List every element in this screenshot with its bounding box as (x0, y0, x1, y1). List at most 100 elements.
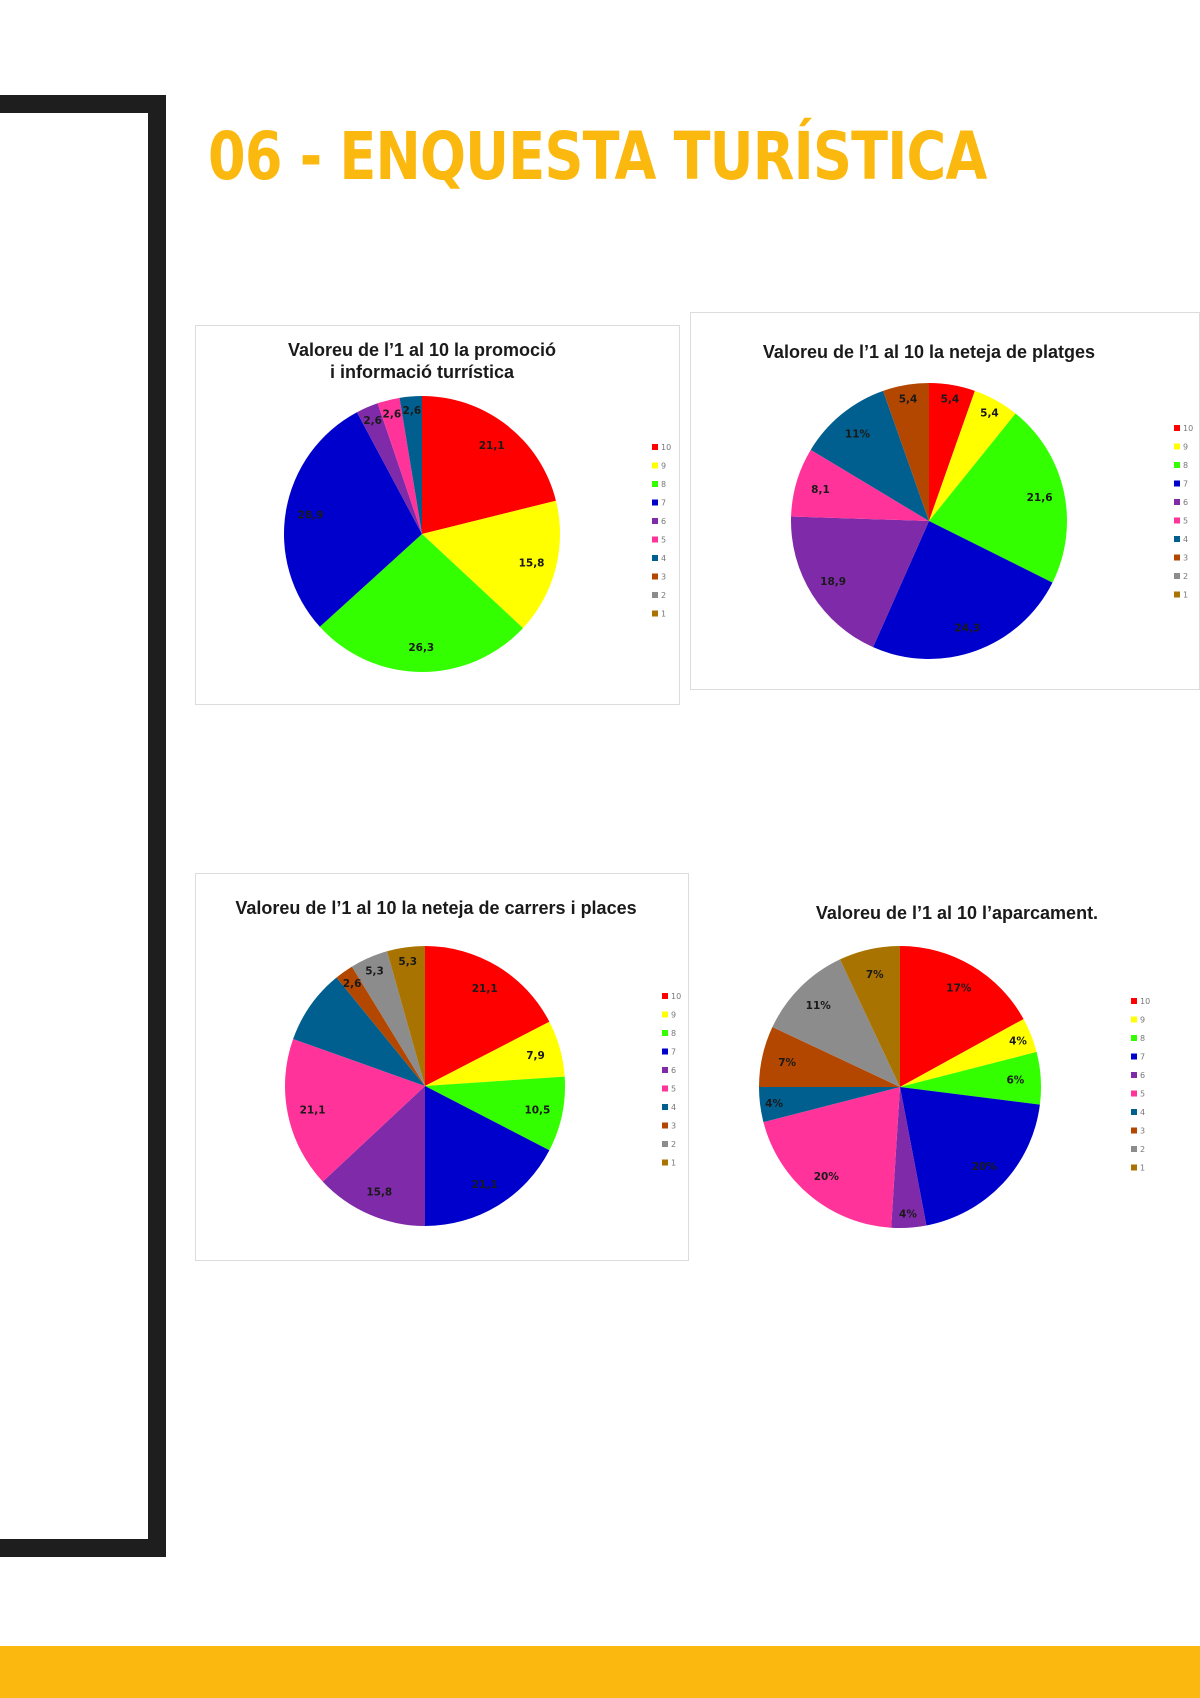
legend-swatch (662, 993, 668, 999)
legend-swatch (1174, 517, 1180, 524)
legend-label: 1 (1183, 591, 1188, 600)
legend-label: 10 (661, 443, 671, 452)
legend-swatch (1131, 1016, 1137, 1023)
legend-swatch (1131, 998, 1137, 1004)
legend-swatch (662, 1030, 668, 1036)
pie-data-label: 5,3 (398, 956, 417, 968)
pie-data-label: 26,3 (408, 642, 434, 654)
pie-data-label: 21,1 (472, 1179, 498, 1191)
pie-slice-5 (791, 449, 929, 521)
legend-swatch (652, 555, 658, 561)
pie-slice-9 (929, 390, 1016, 521)
legend-label: 3 (1140, 1127, 1145, 1136)
legend-label: 6 (1140, 1071, 1145, 1080)
pie-chart-svg: Valoreu de l’1 al 10 la neteja de carrer… (235, 898, 681, 1226)
legend-label: 4 (661, 554, 666, 563)
legend-label: 3 (1183, 554, 1188, 563)
legend-label: 7 (671, 1048, 676, 1057)
pie-data-label: 2,6 (383, 409, 402, 421)
pie-slice-9 (900, 1019, 1037, 1087)
legend-swatch (662, 1067, 668, 1073)
pie-slice-8 (900, 1051, 1042, 1105)
legend-swatch (1131, 1035, 1137, 1041)
pie-slice-2 (351, 951, 425, 1086)
legend-swatch (662, 1141, 668, 1147)
legend-label: 9 (661, 462, 666, 471)
legend-label: 1 (671, 1159, 676, 1168)
pie-data-label: 10,5 (524, 1104, 550, 1116)
chart-title: i informació turrística (330, 362, 515, 382)
pie-data-label: 5,4 (899, 394, 918, 406)
legend-swatch (1174, 536, 1180, 542)
pie-data-label: 2,6 (403, 405, 422, 417)
pie-slice-5 (285, 1039, 425, 1182)
legend-label: 1 (1140, 1164, 1145, 1173)
pie-data-label: 28,9 (298, 510, 324, 522)
pie-data-label: 20% (814, 1171, 840, 1183)
pie-data-label: 11% (806, 1000, 832, 1012)
pie-data-label: 21,1 (472, 983, 498, 995)
pie-data-label: 21,1 (300, 1104, 326, 1116)
legend-label: 2 (1140, 1145, 1145, 1154)
pie-slice-9 (425, 1021, 565, 1086)
pie-chart-aparcament: Valoreu de l’1 al 10 l’aparcament. 17% 4% 6… (745, 885, 1200, 1250)
legend-label: 1 (661, 610, 666, 619)
legend-label: 9 (1183, 443, 1188, 452)
legend-label: 7 (1140, 1053, 1145, 1062)
pie-chart-platges: Valoreu de l’1 al 10 la neteja de platge… (690, 312, 1200, 690)
pie-slice-6 (891, 1087, 927, 1228)
pie-slice-10 (929, 383, 975, 521)
pie-slice-7 (283, 412, 422, 627)
pie-slice-8 (929, 413, 1068, 583)
legend-label: 10 (1183, 424, 1193, 433)
pie-slice-5 (763, 1087, 900, 1228)
legend-swatch (1174, 480, 1180, 487)
pie-data-label: 17% (946, 982, 972, 994)
legend-swatch (1174, 573, 1180, 579)
legend-swatch (652, 518, 658, 524)
legend-label: 8 (1140, 1034, 1145, 1043)
legend-swatch (1131, 1109, 1137, 1115)
left-black-frame (0, 95, 166, 1557)
pie-slice-8 (319, 534, 523, 673)
legend-label: 8 (661, 480, 666, 489)
legend-label: 7 (1183, 480, 1188, 489)
pie-chart-carrers: Valoreu de l’1 al 10 la neteja de carrer… (195, 873, 689, 1261)
pie-slice-6 (356, 403, 422, 534)
legend-label: 6 (671, 1066, 676, 1075)
chart-title: Valoreu de l’1 al 10 la neteja de platge… (763, 342, 1095, 362)
pie-data-label: 7,9 (526, 1050, 545, 1062)
legend-swatch (652, 462, 658, 469)
legend-swatch (652, 481, 658, 487)
chart-title: Valoreu de l’1 al 10 l’aparcament. (816, 903, 1098, 923)
legend-swatch (1131, 1090, 1137, 1097)
legend-swatch (662, 1122, 668, 1129)
legend-label: 2 (1183, 572, 1188, 581)
legend-label: 3 (661, 573, 666, 582)
legend-label: 5 (1140, 1090, 1145, 1099)
pie-data-label: 20% (972, 1161, 998, 1173)
legend-label: 6 (661, 517, 666, 526)
pie-slice-9 (422, 500, 560, 629)
legend-swatch (652, 499, 658, 506)
pie-chart-svg: Valoreu de l’1 al 10 la neteja de platge… (763, 342, 1193, 659)
pie-slice-4 (293, 977, 425, 1086)
pie-slice-7 (900, 1087, 1040, 1226)
pie-data-label: 5,3 (365, 966, 384, 978)
legend-swatch (652, 536, 658, 543)
legend-label: 2 (671, 1140, 676, 1149)
legend-swatch (1131, 1127, 1137, 1134)
pie-data-label: 15,8 (519, 557, 545, 569)
pie-data-label: 5,4 (980, 408, 999, 420)
pie-slice-10 (425, 946, 550, 1086)
pie-data-label: 15,8 (366, 1186, 392, 1198)
pie-data-label: 6% (1006, 1075, 1024, 1087)
chart-title: Valoreu de l’1 al 10 la promoció (288, 340, 556, 360)
pie-data-label: 2,6 (343, 978, 362, 990)
legend-swatch (1174, 591, 1180, 598)
legend-label: 7 (661, 499, 666, 508)
legend-swatch (1131, 1146, 1137, 1152)
pie-slice-3 (336, 966, 425, 1086)
pie-slice-3 (883, 383, 929, 521)
pie-slice-4 (810, 390, 929, 521)
